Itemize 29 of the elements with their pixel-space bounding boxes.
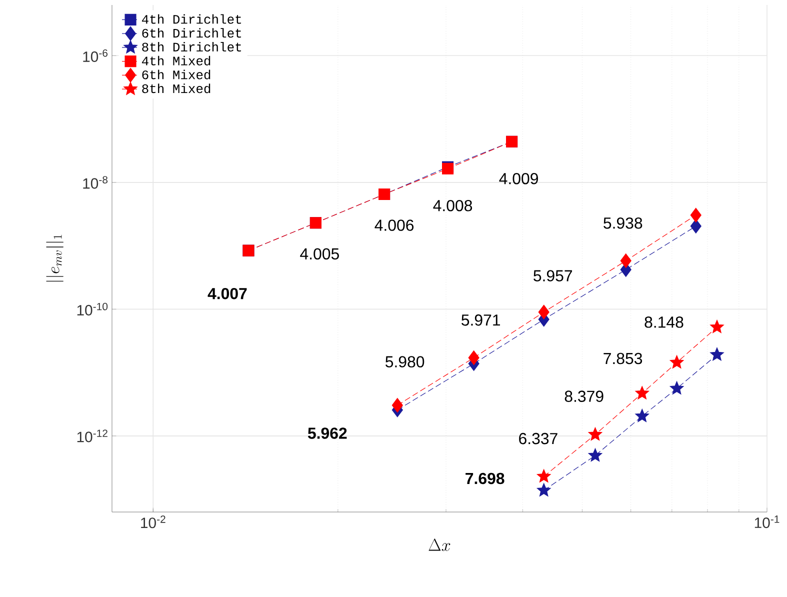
y-tick-label: 10$^{-12}$: [77, 430, 108, 442]
legend-label: 6th Dirichlet: [142, 28, 242, 38]
y-axis-title: $||e_{mv}||_1$: [46, 234, 64, 282]
annotation: 8.379: [564, 390, 604, 402]
annotation: 4.008: [433, 200, 472, 212]
annotation: 8.148: [644, 316, 684, 328]
annotation: 5.980: [386, 356, 424, 368]
annotation: 5.962: [308, 428, 347, 439]
annotation: 6.337: [519, 432, 558, 444]
legend-label: 6th Mixed: [142, 70, 210, 80]
x-tick-label: 10$^{-1}$: [754, 516, 780, 528]
annotation: 7.698: [466, 472, 504, 484]
annotation: 4.005: [300, 248, 339, 260]
y-tick-label: 10$^{-10}$: [77, 302, 108, 316]
annotation: 5.957: [534, 270, 572, 282]
y-tick-label: 10$^{-8}$: [83, 176, 108, 189]
y-tick-label: 10$^{-6}$: [83, 49, 108, 62]
x-tick-label: 10$^{-2}$: [141, 516, 166, 528]
annotation: 5.938: [604, 217, 642, 229]
x-axis-title: $\Delta x$: [428, 538, 450, 551]
annotation: 4.006: [374, 220, 414, 231]
annotation: 4.009: [499, 173, 538, 184]
legend-label: 4th Mixed: [142, 56, 210, 66]
annotation: 4.007: [208, 288, 247, 300]
annotation: 7.853: [604, 352, 642, 364]
legend-label: 4th Dirichlet: [142, 14, 242, 24]
legend-label: 8th Mixed: [142, 84, 210, 94]
annotation: 5.971: [462, 314, 500, 326]
legend-label: 8th Dirichlet: [142, 42, 242, 52]
